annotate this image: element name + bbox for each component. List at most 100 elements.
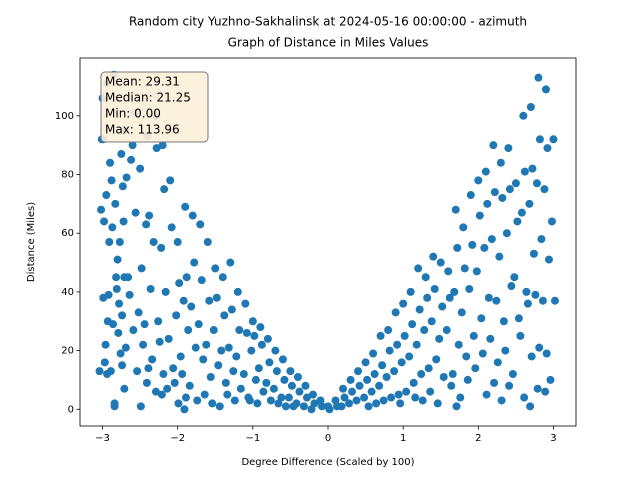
point bbox=[527, 352, 536, 361]
point bbox=[505, 185, 514, 194]
point bbox=[102, 191, 111, 200]
point bbox=[345, 399, 354, 408]
point bbox=[317, 402, 326, 411]
point bbox=[339, 384, 348, 393]
point bbox=[370, 370, 379, 379]
point bbox=[263, 334, 272, 343]
point bbox=[451, 205, 460, 214]
point bbox=[131, 208, 140, 217]
point bbox=[176, 352, 185, 361]
point bbox=[538, 296, 547, 305]
point bbox=[133, 367, 142, 376]
point bbox=[465, 284, 474, 293]
point bbox=[214, 361, 223, 370]
point bbox=[514, 314, 523, 323]
point bbox=[444, 267, 453, 276]
point bbox=[140, 320, 149, 329]
point bbox=[348, 387, 357, 396]
point bbox=[118, 182, 127, 191]
point bbox=[411, 393, 420, 402]
point bbox=[278, 355, 287, 364]
point bbox=[477, 314, 486, 323]
point bbox=[421, 273, 430, 282]
point bbox=[361, 358, 370, 367]
point bbox=[116, 349, 125, 358]
point bbox=[429, 252, 438, 261]
point bbox=[232, 352, 241, 361]
point bbox=[519, 111, 528, 120]
point bbox=[482, 390, 491, 399]
point bbox=[454, 340, 463, 349]
point bbox=[474, 176, 483, 185]
point bbox=[456, 393, 465, 402]
point bbox=[115, 299, 124, 308]
point bbox=[390, 367, 399, 376]
point bbox=[229, 367, 238, 376]
point bbox=[526, 103, 535, 112]
point bbox=[185, 381, 194, 390]
point bbox=[142, 220, 151, 229]
point bbox=[535, 135, 544, 144]
point bbox=[202, 340, 211, 349]
point bbox=[396, 399, 405, 408]
point bbox=[180, 405, 189, 414]
point bbox=[136, 164, 145, 173]
point bbox=[146, 284, 155, 293]
point bbox=[355, 381, 364, 390]
point bbox=[460, 264, 469, 273]
point bbox=[550, 296, 559, 305]
point bbox=[299, 402, 308, 411]
point bbox=[233, 287, 242, 296]
stats-line: Max: 113.96 bbox=[105, 123, 180, 137]
point bbox=[188, 211, 197, 220]
point bbox=[196, 220, 205, 229]
point bbox=[265, 358, 274, 367]
x-tick-label: −1 bbox=[245, 433, 260, 444]
point bbox=[308, 390, 317, 399]
point bbox=[498, 193, 507, 202]
point bbox=[415, 305, 424, 314]
point bbox=[181, 393, 190, 402]
point bbox=[457, 308, 466, 317]
point bbox=[520, 393, 529, 402]
point bbox=[469, 331, 478, 340]
point bbox=[516, 331, 525, 340]
point bbox=[529, 249, 538, 258]
point bbox=[111, 199, 120, 208]
point bbox=[542, 349, 551, 358]
point bbox=[459, 223, 468, 232]
point bbox=[262, 378, 271, 387]
point bbox=[190, 258, 199, 267]
point bbox=[430, 284, 439, 293]
y-tick-label: 60 bbox=[61, 228, 74, 239]
point bbox=[105, 238, 114, 246]
chart-title: Random city Yuzhno-Sakhalinsk at 2024-05… bbox=[129, 15, 527, 29]
point bbox=[544, 255, 553, 264]
point bbox=[340, 393, 349, 402]
chart-subtitle: Graph of Distance in Miles Values bbox=[228, 36, 429, 50]
point bbox=[535, 343, 544, 352]
point bbox=[517, 208, 526, 217]
x-axis-label: Degree Difference (Scaled by 100) bbox=[241, 457, 414, 468]
point bbox=[397, 358, 406, 367]
point bbox=[472, 267, 481, 276]
point bbox=[197, 276, 206, 285]
point bbox=[271, 346, 280, 355]
point bbox=[408, 320, 417, 329]
point bbox=[462, 352, 471, 361]
point bbox=[277, 393, 286, 402]
point bbox=[129, 326, 138, 335]
point bbox=[280, 375, 289, 384]
point bbox=[241, 299, 250, 308]
point bbox=[159, 370, 168, 379]
point bbox=[489, 141, 498, 150]
point bbox=[287, 381, 296, 390]
point bbox=[151, 387, 160, 396]
point bbox=[393, 340, 402, 349]
point bbox=[209, 326, 218, 335]
point bbox=[157, 390, 166, 399]
point bbox=[125, 290, 134, 299]
point bbox=[354, 367, 363, 376]
point bbox=[496, 158, 505, 167]
y-tick-label: 100 bbox=[55, 111, 74, 122]
